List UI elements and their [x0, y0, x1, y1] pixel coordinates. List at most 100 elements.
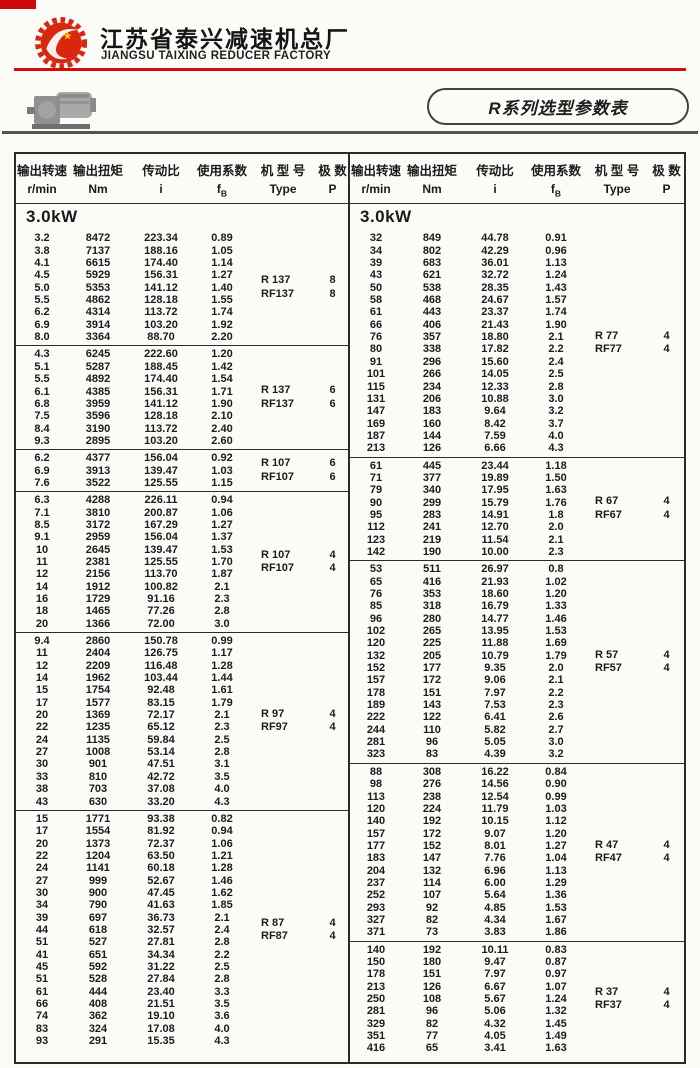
- cell-output-torque: 144: [422, 429, 442, 442]
- cell-output-torque: 443: [422, 306, 442, 319]
- cell-service-factor: 2.8: [214, 936, 230, 949]
- cell-output-torque: 110: [423, 723, 441, 736]
- cell-ratio: 113.70: [144, 568, 178, 581]
- table-row: 14 1962 103.44 1.44: [16, 672, 250, 684]
- column-header-unit: Nm: [422, 182, 442, 196]
- cell-service-factor: 1.07: [545, 980, 567, 993]
- group-rows: 32 849 44.78 0.91 34 802 42.29 0.96 39 683 36.01 1.…: [350, 232, 584, 454]
- cell-output-speed: 7.6: [34, 476, 50, 489]
- cell-output-speed: 66: [35, 998, 49, 1011]
- column-header-rmin: 输出转速 r/min: [350, 160, 402, 198]
- cell-output-speed: 32: [369, 232, 383, 245]
- cell-output-torque: 1962: [85, 672, 111, 685]
- cell-ratio: 3.83: [484, 926, 506, 939]
- cell-output-torque: 192: [422, 943, 442, 956]
- cell-ratio: 21.43: [481, 318, 509, 331]
- table-row: 24 1141 60.18 1.28: [16, 862, 250, 874]
- table-row: 252 107 5.64 1.36: [350, 889, 584, 901]
- table-row: 281 96 5.06 1.32: [350, 1005, 584, 1017]
- cell-ratio: 36.73: [147, 911, 175, 924]
- table-row: 58 468 24.67 1.57: [350, 294, 584, 306]
- cell-output-speed: 20: [35, 837, 49, 850]
- table-row: 11 2404 126.75 1.17: [16, 647, 250, 659]
- table-right-half: 输出转速 r/min 输出扭矩 Nm 传动比 i 使用系数 fB 机 型 号 Type 极 数 P 3.…: [350, 154, 684, 1062]
- cell-ratio: 9.47: [484, 955, 506, 968]
- group-type-column: R 107 RF107: [250, 457, 316, 484]
- cell-service-factor: 1.55: [211, 294, 233, 307]
- cell-ratio: 139.47: [144, 464, 178, 477]
- cell-service-factor: 2.6: [548, 711, 564, 724]
- cell-output-speed: 6.9: [34, 464, 50, 477]
- cell-output-speed: 7.1: [34, 506, 50, 519]
- cell-output-speed: 6.2: [34, 306, 50, 319]
- cell-output-torque: 338: [422, 343, 442, 356]
- cell-ratio: 6.96: [484, 864, 506, 877]
- cell-ratio: 174.40: [144, 373, 178, 386]
- table-row: 39 697 36.73 2.1: [16, 912, 250, 924]
- cell-output-torque: 180: [422, 955, 442, 968]
- cell-service-factor: 3.0: [548, 736, 564, 749]
- cell-service-factor: 1.03: [545, 802, 567, 815]
- cell-poles: 4: [329, 707, 336, 720]
- cell-output-speed: 4.3: [34, 348, 50, 361]
- cell-output-torque: 1465: [85, 605, 111, 618]
- cell-output-torque: 122: [422, 711, 442, 724]
- cell-output-torque: 538: [422, 281, 442, 294]
- cell-poles: 4: [663, 852, 670, 865]
- table-row: 6.1 4385 156.31 1.71: [16, 386, 250, 398]
- table-header-row: 输出转速 r/min 输出扭矩 Nm 传动比 i 使用系数 fB 机 型 号 Type 极 数 P: [16, 154, 348, 205]
- cell-ratio: 41.63: [147, 899, 175, 912]
- cell-service-factor: 2.8: [214, 605, 230, 618]
- cell-service-factor: 1.45: [545, 1017, 567, 1030]
- cell-service-factor: 1.49: [545, 1030, 567, 1043]
- cell-ratio: 47.45: [147, 886, 175, 899]
- cell-model-type: R 107: [261, 457, 291, 470]
- table-row: 15 1754 92.48 1.61: [16, 684, 250, 696]
- cell-output-speed: 120: [366, 802, 386, 815]
- table-row: 91 296 15.60 2.4: [350, 356, 584, 368]
- cell-service-factor: 2.3: [548, 545, 564, 558]
- table-row: 244 110 5.82 2.7: [350, 724, 584, 736]
- group-rows: 61 445 23.44 1.18 71 377 19.89 1.50 79 340 17.95 1.…: [350, 460, 584, 559]
- table-row: 152 177 9.35 2.0: [350, 662, 584, 674]
- cell-output-speed: 15: [35, 684, 49, 697]
- cell-output-speed: 50: [369, 281, 383, 294]
- cell-output-torque: 406: [422, 318, 442, 331]
- cell-poles: 8: [329, 287, 336, 300]
- table-row: 18 1465 77.26 2.8: [16, 605, 250, 617]
- cell-output-torque: 73: [425, 926, 439, 939]
- column-header-unit: fB: [550, 182, 562, 199]
- table-row: 102 265 13.95 1.53: [350, 625, 584, 637]
- cell-service-factor: 2.1: [548, 533, 564, 546]
- cell-output-speed: 112: [367, 521, 385, 534]
- column-header-cn: 输出转速: [350, 164, 401, 178]
- cell-output-speed: 6.9: [34, 318, 50, 331]
- cell-service-factor: 3.6: [214, 1010, 230, 1023]
- table-row: 5.1 5287 188.45 1.42: [16, 361, 250, 373]
- cell-model-type: RF77: [595, 343, 622, 356]
- cell-output-torque: 1135: [86, 733, 110, 746]
- cell-ratio: 128.18: [144, 410, 178, 423]
- cell-output-speed: 204: [366, 864, 386, 877]
- column-header-p: 极 数 P: [650, 160, 683, 198]
- cell-output-speed: 5.1: [34, 360, 50, 373]
- table-row: 142 190 10.00 2.3: [350, 546, 584, 558]
- cell-service-factor: 1.76: [545, 496, 567, 509]
- cell-ratio: 4.34: [484, 913, 506, 926]
- cell-ratio: 103.20: [144, 318, 178, 331]
- cell-output-speed: 58: [369, 294, 383, 307]
- table-row: 10 2645 139.47 1.53: [16, 544, 250, 556]
- table-row: 113 238 12.54 0.99: [350, 791, 584, 803]
- cell-model-type: R 97: [261, 707, 285, 720]
- cell-ratio: 125.55: [144, 476, 178, 489]
- cell-service-factor: 1.21: [211, 849, 233, 862]
- cell-output-torque: 5353: [85, 281, 111, 294]
- table-row: 15 1771 93.38 0.82: [16, 813, 250, 825]
- cell-output-speed: 16: [35, 593, 49, 606]
- cell-output-torque: 362: [88, 1010, 108, 1023]
- table-row: 9.1 2959 156.04 1.37: [16, 531, 250, 543]
- cell-service-factor: 2.1: [548, 331, 564, 344]
- cell-poles: 6: [329, 397, 336, 410]
- gray-divider-line: [2, 131, 698, 134]
- cell-output-speed: 24: [35, 733, 49, 746]
